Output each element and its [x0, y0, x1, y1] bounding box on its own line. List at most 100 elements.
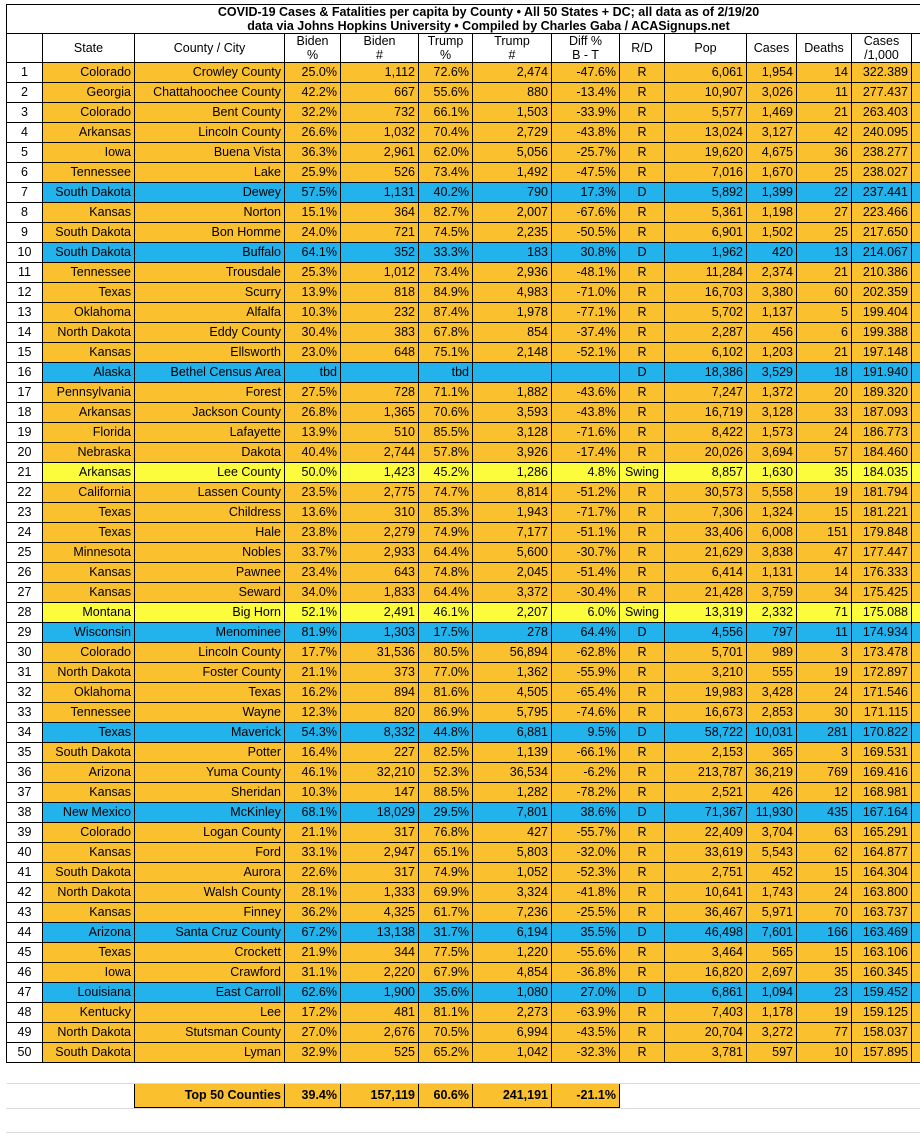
cell-deaths-per-10000: 24.144	[910, 622, 920, 643]
cell-biden-percent: 32.9%	[284, 1042, 341, 1063]
cell-cases-per-1000: 158.037	[851, 1022, 912, 1043]
cell-deaths: 23	[796, 982, 852, 1003]
cell-state-name: South Dakota	[42, 1042, 135, 1063]
cell-biden-votes: 317	[340, 822, 419, 843]
cell-diff-percent: -32.0%	[551, 842, 620, 863]
cell-party-lean: D	[619, 242, 665, 263]
cell-cases: 3,127	[746, 122, 797, 143]
cell-trump-votes: 5,795	[472, 702, 552, 723]
cell-cases-per-1000: 189.320	[851, 382, 912, 403]
cell-biden-percent: 62.6%	[284, 982, 341, 1003]
cell-biden-votes: 2,676	[340, 1022, 419, 1043]
cell-population: 5,701	[664, 642, 747, 663]
cell-cases-per-1000: 214.067	[851, 242, 912, 263]
cell-biden-percent: 40.4%	[284, 442, 341, 463]
cell-biden-percent: 33.7%	[284, 542, 341, 563]
cell-trump-percent: 70.6%	[418, 402, 473, 423]
cell-party-lean: D	[619, 922, 665, 943]
cell-deaths: 21	[796, 102, 852, 123]
cell-diff-percent: -32.3%	[551, 1042, 620, 1063]
totals-row: Top 50 Counties 39.4% 157,119 60.6% 241,…	[6, 1083, 920, 1108]
cell-diff-percent: -50.5%	[551, 222, 620, 243]
cell-state-name: Texas	[42, 942, 135, 963]
cell-trump-votes: 1,139	[472, 742, 552, 763]
cell-row-number: 39	[6, 822, 43, 843]
cell-trump-percent: 45.2%	[418, 462, 473, 483]
cell-deaths-per-10000: 32.248	[910, 122, 920, 143]
cell-county-name: Buffalo	[134, 242, 285, 263]
cell-biden-percent: 23.4%	[284, 562, 341, 583]
cell-state-name: Arizona	[42, 922, 135, 943]
cell-deaths-per-10000: 28.463	[910, 442, 920, 463]
cell-population: 58,722	[664, 722, 747, 743]
cell-population: 5,892	[664, 182, 747, 203]
cell-state-name: Louisiana	[42, 982, 135, 1003]
header-pop: Pop	[664, 33, 747, 63]
cell-deaths: 769	[796, 762, 852, 783]
empty-row	[6, 1108, 920, 1133]
cell-biden-votes: 2,961	[340, 142, 419, 163]
totals-label: Top 50 Counties	[134, 1083, 285, 1108]
cell-diff-percent: -55.7%	[551, 822, 620, 843]
table-row: 17 Pennsylvania Forest 27.5% 728 71.1% 1,882 -4…	[6, 382, 920, 403]
cell-population: 16,719	[664, 402, 747, 423]
cell-trump-votes: 1,286	[472, 462, 552, 483]
cell-row-number: 17	[6, 382, 43, 403]
totals-trump-num: 241,191	[472, 1083, 552, 1108]
cell-diff-percent: -65.4%	[551, 682, 620, 703]
table-row: 48 Kentucky Lee 17.2% 481 81.1% 2,273 -63.9% R 7,…	[6, 1002, 920, 1023]
cell-diff-percent: -43.8%	[551, 122, 620, 143]
cell-row-number: 12	[6, 282, 43, 303]
cell-trump-percent: 35.6%	[418, 982, 473, 1003]
cell-biden-votes: 2,775	[340, 482, 419, 503]
cell-trump-votes: 1,220	[472, 942, 552, 963]
cell-cases: 1,670	[746, 162, 797, 183]
cell-biden-votes: 510	[340, 422, 419, 443]
cell-deaths: 25	[796, 162, 852, 183]
cell-population: 18,386	[664, 362, 747, 383]
totals-biden-num: 157,119	[340, 1083, 419, 1108]
cell-trump-percent: 69.9%	[418, 882, 473, 903]
cell-deaths-per-10000: 47.600	[910, 782, 920, 803]
cell-cases-per-1000: 210.386	[851, 262, 912, 283]
cell-deaths: 22	[796, 182, 852, 203]
cell-trump-percent: 73.4%	[418, 262, 473, 283]
table-row: 39 Colorado Logan County 21.1% 317 76.8% 427 -5…	[6, 822, 920, 843]
cell-state-name: Minnesota	[42, 542, 135, 563]
table-row: 11 Tennessee Trousdale 25.3% 1,012 73.4% 2,936…	[6, 262, 920, 283]
cell-county-name: Jackson County	[134, 402, 285, 423]
cell-biden-percent: 23.8%	[284, 522, 341, 543]
cell-deaths-per-10000: 53.307	[910, 602, 920, 623]
cell-deaths-per-10000: 25.665	[910, 1002, 920, 1023]
cell-biden-votes: 227	[340, 742, 419, 763]
cell-biden-votes: 317	[340, 862, 419, 883]
cell-diff-percent: -71.0%	[551, 282, 620, 303]
cell-party-lean: R	[619, 1022, 665, 1043]
cell-deaths-per-10000: 17.993	[910, 702, 920, 723]
cell-party-lean: R	[619, 222, 665, 243]
cell-deaths: 151	[796, 522, 852, 543]
cell-trump-percent: 74.5%	[418, 222, 473, 243]
cell-diff-percent: -52.3%	[551, 862, 620, 883]
cell-deaths-per-10000: 36.227	[910, 222, 920, 243]
cell-diff-percent: -52.1%	[551, 342, 620, 363]
totals-trump-pct: 60.6%	[418, 1083, 473, 1108]
cell-trump-percent: 57.8%	[418, 442, 473, 463]
cell-biden-percent: 31.1%	[284, 962, 341, 983]
cell-county-name: Dewey	[134, 182, 285, 203]
cell-county-name: Childress	[134, 502, 285, 523]
cell-trump-votes: 854	[472, 322, 552, 343]
cell-deaths-per-10000: 28.114	[910, 822, 920, 843]
cell-deaths: 281	[796, 722, 852, 743]
cell-trump-percent: 70.5%	[418, 1022, 473, 1043]
cell-cases: 3,529	[746, 362, 797, 383]
cell-state-name: North Dakota	[42, 882, 135, 903]
cell-county-name: Potter	[134, 742, 285, 763]
cell-biden-percent: 42.2%	[284, 82, 341, 103]
cell-diff-percent: -25.5%	[551, 902, 620, 923]
cell-biden-votes: 364	[340, 202, 419, 223]
cell-trump-votes: 1,503	[472, 102, 552, 123]
cell-cases: 365	[746, 742, 797, 763]
cell-county-name: Alfalfa	[134, 302, 285, 323]
cell-cases-per-1000: 238.277	[851, 142, 912, 163]
